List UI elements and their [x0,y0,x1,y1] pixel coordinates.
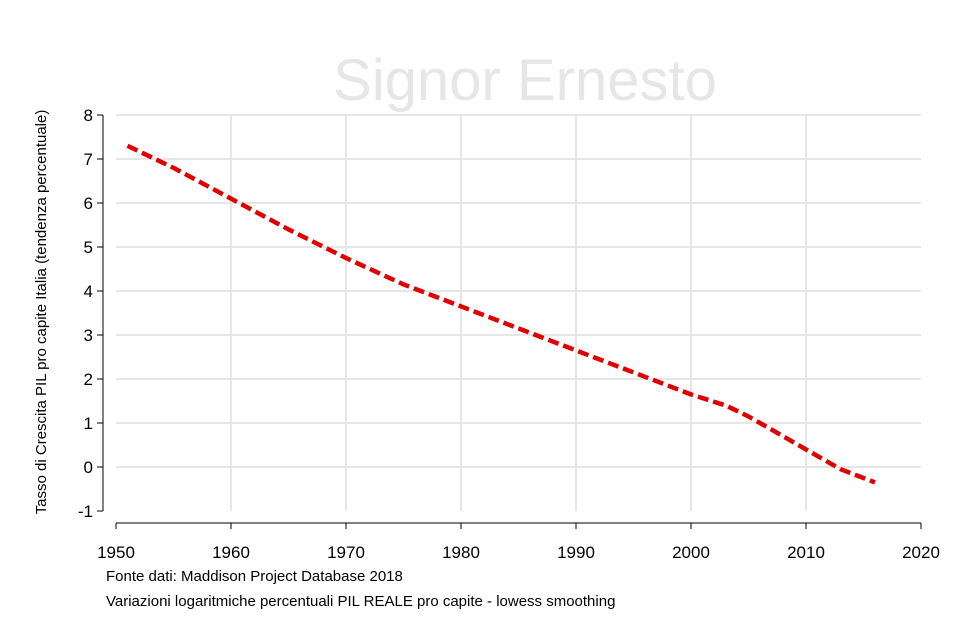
y-axis-label: Tasso di Crescita PIL pro capite Italia … [33,110,50,515]
y-tick-label: 0 [84,458,93,477]
source-note: Fonte dati: Maddison Project Database 20… [106,568,403,585]
y-tick-label: 4 [84,282,93,301]
x-tick-label: 2000 [672,543,710,562]
y-tick-label: 7 [84,150,93,169]
y-tick-label: 1 [84,414,93,433]
series-line [126,143,876,485]
x-tick-label: 1950 [97,543,135,562]
y-tick-label: -1 [78,502,93,521]
x-tick-label: 1990 [557,543,595,562]
y-tick-label: 8 [84,106,93,125]
y-tick-label: 2 [84,370,93,389]
x-tick-label: 1960 [212,543,250,562]
grid [116,114,921,511]
series [126,143,876,485]
x-tick-label: 1980 [442,543,480,562]
x-axis-ticks: 1950 1960 1970 1980 1990 2000 2010 2020 [97,523,940,562]
axes [102,115,921,524]
x-tick-label: 1970 [327,543,365,562]
x-tick-label: 2020 [902,543,940,562]
x-tick-label: 2010 [787,543,825,562]
y-tick-label: 6 [84,194,93,213]
y-axis-ticks: -1 0 1 2 3 4 5 6 7 8 [78,106,103,521]
y-tick-label: 3 [84,326,93,345]
watermark-text: Signor Ernesto [333,48,717,113]
y-tick-label: 5 [84,238,93,257]
description-note: Variazioni logaritmiche percentuali PIL … [106,593,616,610]
